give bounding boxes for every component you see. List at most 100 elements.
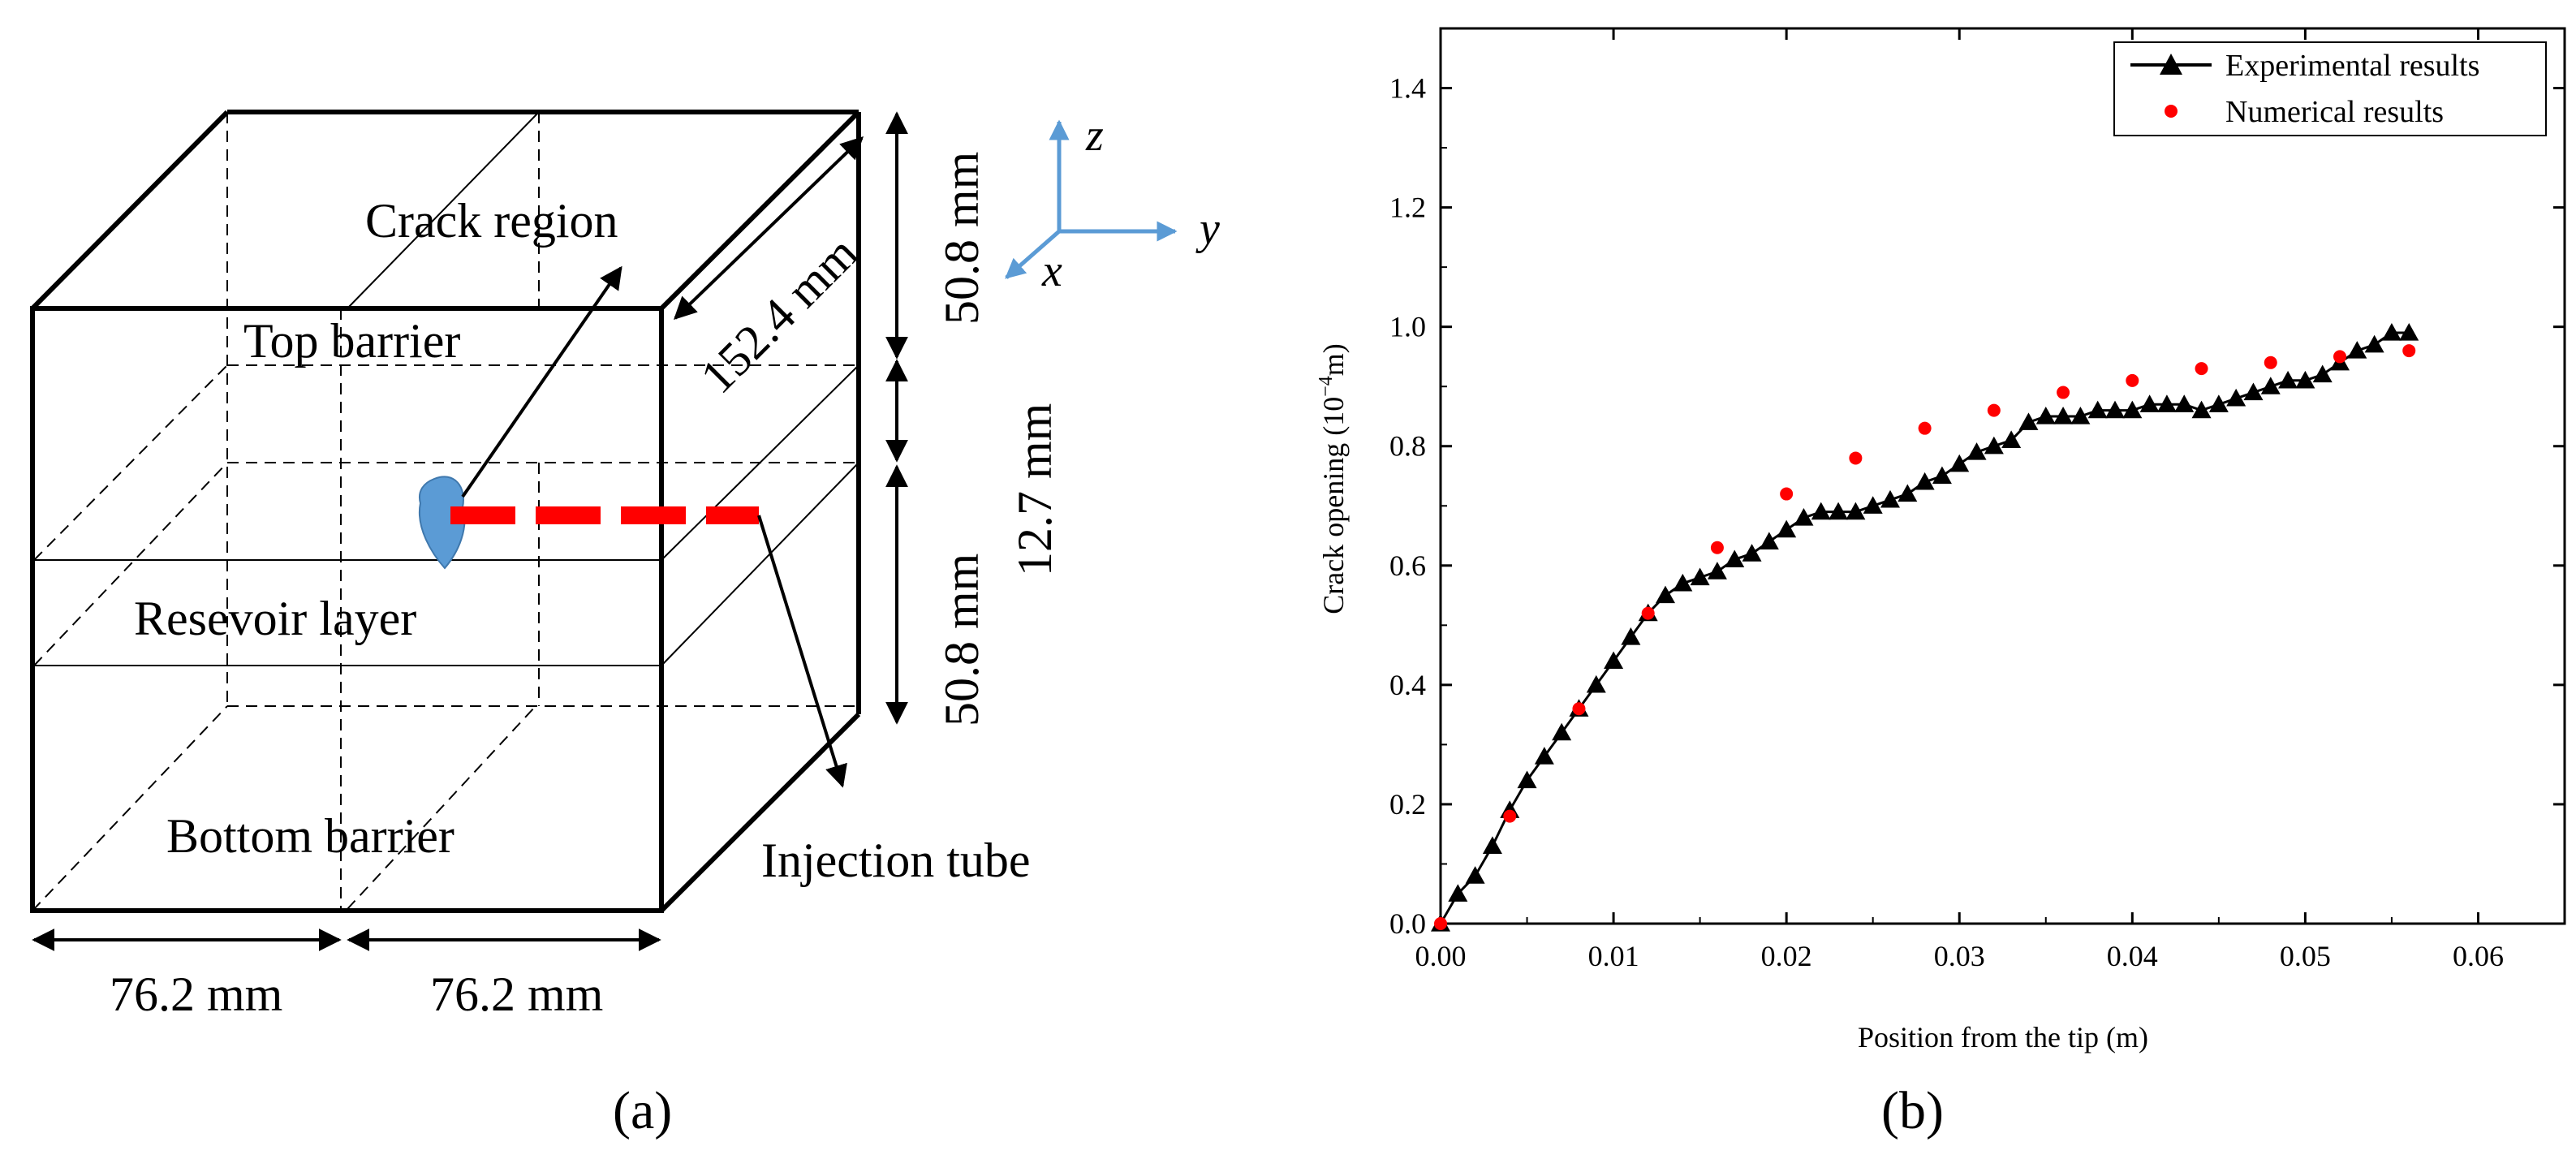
experimental-point: [1811, 502, 1831, 520]
experimental-point: [1915, 472, 1935, 490]
injection-tube-label: Injection tube: [761, 834, 1031, 887]
experimental-point: [2087, 400, 2108, 419]
experimental-point: [1465, 866, 1485, 884]
y-tick-label: 1.0: [1389, 311, 1426, 343]
axis-x-label: x: [1041, 246, 1062, 296]
experimental-point: [2191, 400, 2212, 419]
reservoir-layer-label: Resevoir layer: [134, 592, 416, 645]
legend: Experimental results Numerical results: [2113, 41, 2547, 136]
experimental-point: [1846, 502, 1866, 520]
experimental-point: [2174, 394, 2195, 412]
crack-region-shape: [418, 476, 466, 570]
x-tick-label: 0.01: [1588, 940, 1639, 972]
experimental-point: [2364, 334, 2384, 353]
legend-exp-marker: [2160, 54, 2182, 75]
experimental-point: [2226, 388, 2246, 407]
experimental-point: [1552, 722, 1572, 741]
numerical-point: [1641, 606, 1655, 620]
experimental-point: [1517, 770, 1537, 789]
y-tick-label: 0.0: [1389, 907, 1426, 940]
numerical-point: [1918, 421, 1932, 435]
experimental-point: [1673, 573, 1693, 592]
x-tick-label: 0.05: [2280, 940, 2331, 972]
numerical-point: [1780, 487, 1794, 501]
x-tick-label: 0.03: [1934, 940, 1985, 972]
experimental-point: [1707, 562, 1727, 580]
x-tick-label: 0.00: [1415, 940, 1467, 972]
bottom-barrier-label: Bottom barrier: [166, 809, 454, 863]
legend-num-label: Numerical results: [2225, 95, 2444, 129]
experimental-point: [1966, 442, 1987, 460]
experimental-point: [2156, 394, 2177, 412]
bottom-height-label: 50.8 mm: [935, 554, 989, 726]
experimental-point: [1725, 549, 1745, 568]
experimental-point: [1586, 674, 1606, 693]
experimental-point: [1448, 884, 1468, 902]
hidden-edges: [32, 112, 859, 911]
numerical-point: [2126, 373, 2139, 387]
tick-labels: 0.00 0.01 0.02 0.03 0.04 0.05 0.06 0.0 0.2 0.4 0.6…: [1389, 72, 2504, 972]
y-axis-title: Crack opening (10−4m): [1316, 343, 1350, 614]
experimental-point: [1829, 502, 1849, 520]
crack-region-label: Crack region: [365, 194, 618, 248]
numerical-point: [2057, 386, 2070, 399]
experimental-point: [2053, 406, 2074, 424]
experimental-point: [1690, 567, 1710, 586]
axis-ticks: [1439, 28, 2565, 925]
experimental-point: [1534, 747, 1554, 765]
experimental-point: [2122, 400, 2143, 419]
numerical-point: [2333, 350, 2346, 364]
experimental-line: [1439, 331, 2410, 924]
experimental-point: [2295, 370, 2315, 389]
numerical-point: [1434, 917, 1447, 930]
plot-frame: [1439, 27, 2566, 925]
panel-a-caption: (a): [613, 1081, 672, 1140]
experimental-point: [2001, 430, 2022, 448]
experimental-point: [1949, 454, 1970, 472]
legend-exp-label: Experimental results: [2225, 49, 2479, 83]
layer-lines: [34, 111, 859, 666]
experimental-point: [1482, 836, 1502, 855]
y-tick-label: 0.2: [1389, 788, 1426, 821]
tube-pointer-arrow: [757, 515, 847, 788]
panel-b-chart: 0.00 0.01 0.02 0.03 0.04 0.05 0.06 0.0 0.2 0.4 0.6…: [1316, 27, 2566, 1140]
axis-y-label: y: [1195, 204, 1220, 254]
y-tick-label: 0.4: [1389, 669, 1426, 701]
experimental-point: [1932, 466, 1952, 485]
experimental-point: [2018, 412, 2039, 430]
panel-b-caption: (b): [1881, 1081, 1944, 1140]
series-experimental: [1431, 323, 2419, 932]
experimental-point: [2278, 370, 2298, 389]
experimental-point: [2243, 382, 2264, 401]
axis-z-label: z: [1085, 110, 1104, 161]
top-barrier-label: Top barrier: [243, 314, 460, 368]
coordinate-axes: [1005, 119, 1178, 279]
experimental-point: [2347, 341, 2367, 359]
experimental-point: [2381, 323, 2402, 341]
experimental-point: [1759, 532, 1779, 549]
width-left-label: 76.2 mm: [110, 967, 282, 1021]
crack-pointer-arrow: [461, 265, 622, 498]
experimental-point: [2399, 323, 2419, 341]
panel-a-diagram: Crack region Top barrier Resevoir layer …: [30, 110, 1220, 1140]
experimental-point: [2139, 394, 2160, 412]
numerical-point: [1849, 451, 1863, 465]
experimental-point: [1777, 519, 1797, 538]
numerical-point: [1987, 403, 2001, 417]
numerical-point: [2195, 362, 2208, 376]
x-tick-label: 0.04: [2107, 940, 2158, 972]
legend-num-marker: [2165, 105, 2178, 118]
numerical-point: [2264, 355, 2277, 369]
top-height-label: 50.8 mm: [935, 152, 989, 325]
experimental-point: [1863, 496, 1883, 514]
experimental-point: [2070, 406, 2091, 424]
experimental-point: [2105, 400, 2125, 419]
experimental-point: [1984, 436, 2004, 455]
y-tick-label: 0.8: [1389, 430, 1426, 463]
x-tick-label: 0.06: [2453, 940, 2504, 972]
y-tick-label: 0.6: [1389, 549, 1426, 582]
numerical-point: [1503, 809, 1517, 823]
experimental-point: [1656, 585, 1675, 604]
experimental-point: [1604, 651, 1624, 670]
